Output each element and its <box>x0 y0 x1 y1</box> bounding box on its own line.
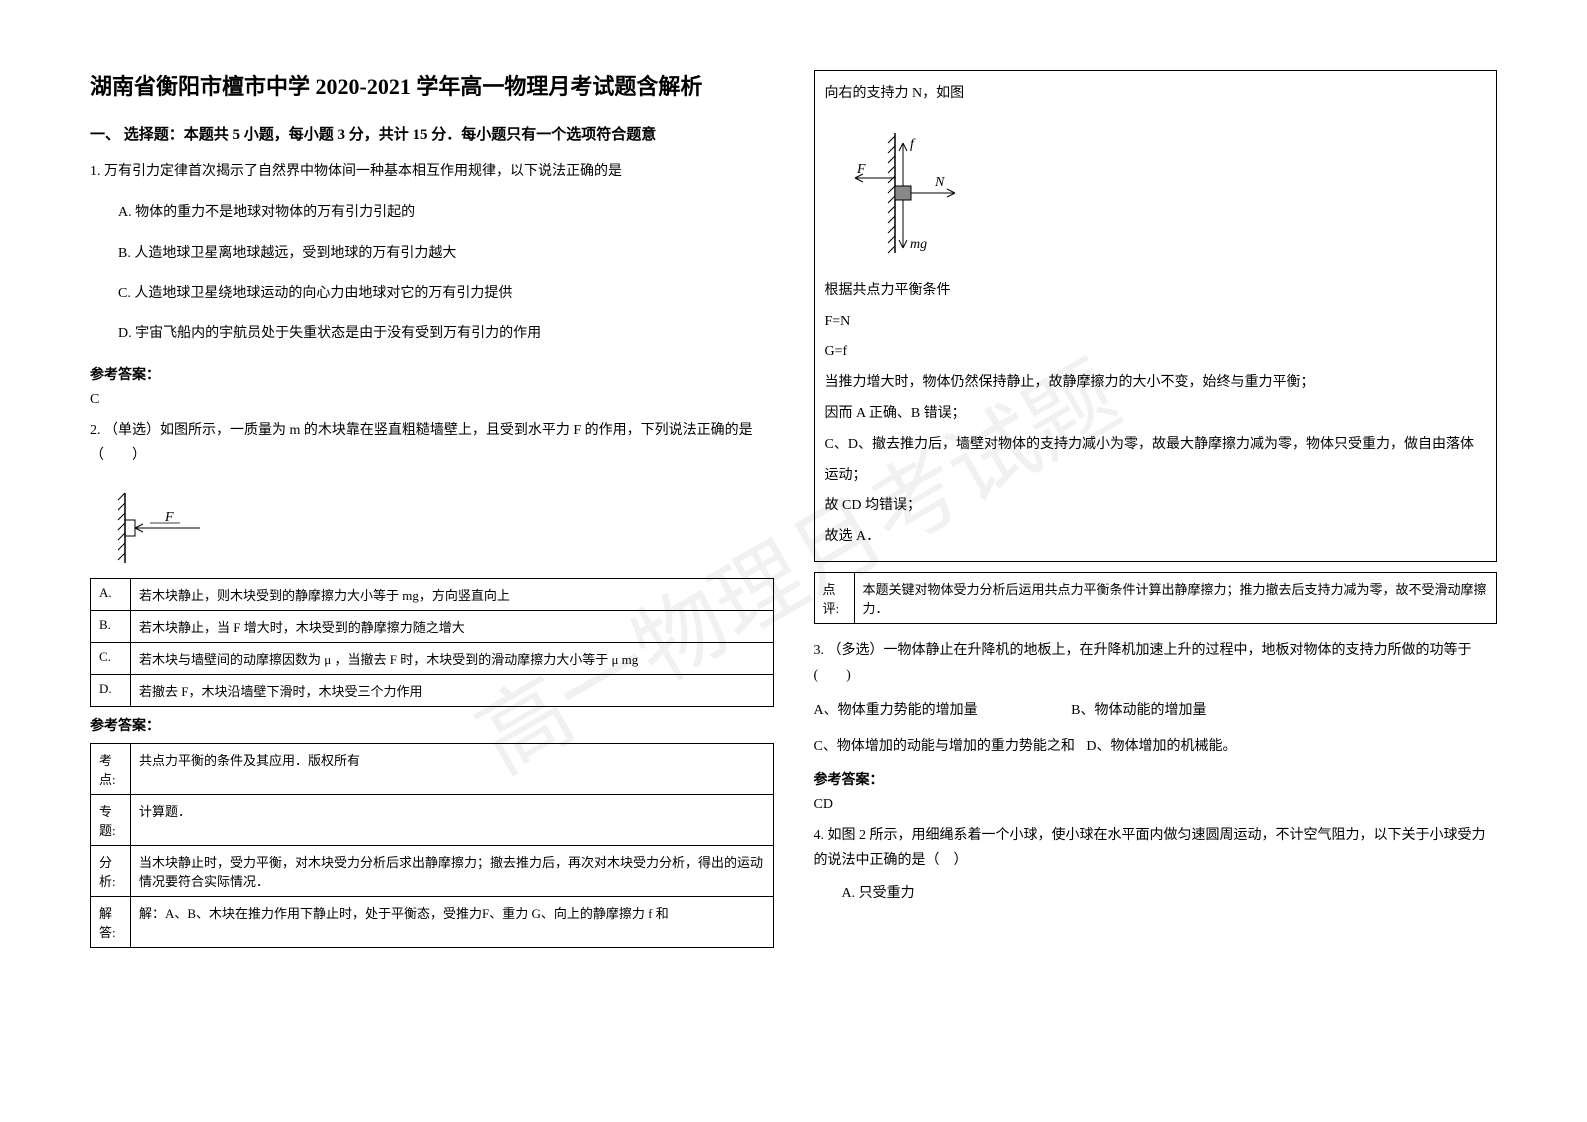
solution-label: 考点: <box>91 744 131 795</box>
q1-option-d: D. 宇宙飞船内的宇航员处于失重状态是由于没有受到万有引力的作用 <box>118 323 774 345</box>
solution-text: 计算题． <box>131 795 774 846</box>
fbd-mg-label: mg <box>910 237 927 252</box>
solution-line: 因而 A 正确、B 错误； <box>825 399 1487 430</box>
q3-option-b: B、物体动能的增加量 <box>1071 703 1206 718</box>
table-row: B. 若木块静止，当 F 增大时，木块受到的静摩擦力随之增大 <box>91 611 774 643</box>
left-column: 湖南省衡阳市檀市中学 2020-2021 学年高一物理月考试题含解析 一、 选择… <box>90 70 774 1052</box>
q3-options-row1: A、物体重力势能的增加量 B、物体动能的增加量 <box>814 698 1498 723</box>
right-column: 向右的支持力 N，如图 f F <box>814 70 1498 1052</box>
q3-text: 3. （多选）一物体静止在升降机的地板上，在升降机加速上升的过程中，地板对物体的… <box>814 638 1498 688</box>
solution-line: C、D、撤去推力后，墙壁对物体的支持力减小为零，故最大静摩擦力减为零，物体只受重… <box>825 430 1487 492</box>
q1-text: 1. 万有引力定律首次揭示了自然界中物体间一种基本相互作用规律，以下说法正确的是 <box>90 159 774 184</box>
table-row: 点评: 本题关键对物体受力分析后运用共点力平衡条件计算出静摩擦力；推力撤去后支持… <box>814 572 1497 623</box>
solution-line: 根据共点力平衡条件 <box>825 276 1487 307</box>
solution-box: 向右的支持力 N，如图 f F <box>814 70 1498 562</box>
comment-label: 点评: <box>814 572 854 623</box>
solution-line: 故选 A． <box>825 522 1487 553</box>
q2-solution-table: 考点: 共点力平衡的条件及其应用．版权所有 专题: 计算题． 分析: 当木块静止… <box>90 743 774 948</box>
option-text: 若木块与墙壁间的动摩擦因数为 μ ，当撤去 F 时，木块受到的滑动摩擦力大小等于… <box>131 643 774 675</box>
q4-option-a: A. 只受重力 <box>842 883 1498 905</box>
comment-text: 本题关键对物体受力分析后运用共点力平衡条件计算出静摩擦力；推力撤去后支持力减为零… <box>854 572 1497 623</box>
option-text: 若木块静止，则木块受到的静摩擦力大小等于 mg，方向竖直向上 <box>131 579 774 611</box>
table-row: 分析: 当木块静止时，受力平衡，对木块受力分析后求出静摩擦力；撤去推力后，再次对… <box>91 846 774 897</box>
table-row: A. 若木块静止，则木块受到的静摩擦力大小等于 mg，方向竖直向上 <box>91 579 774 611</box>
solution-line: 向右的支持力 N，如图 <box>825 79 1487 110</box>
solution-text: 解：A、B、木块在推力作用下静止时，处于平衡态，受推力F、重力 G、向上的静摩擦… <box>131 897 774 948</box>
wall-block-diagram: F <box>110 488 230 568</box>
solution-line: 故 CD 均错误； <box>825 491 1487 522</box>
option-label: D. <box>91 675 131 707</box>
q2-text: 2. （单选）如图所示，一质量为 m 的木块靠在竖直粗糙墙壁上，且受到水平力 F… <box>90 418 774 468</box>
fbd-N-label: N <box>934 175 945 190</box>
q3-answer-label: 参考答案： <box>814 769 1498 789</box>
q1-option-a: A. 物体的重力不是地球对物体的万有引力引起的 <box>118 202 774 224</box>
fbd-f-label: f <box>910 137 916 152</box>
free-body-diagram: f F N mg <box>835 118 995 268</box>
option-label: B. <box>91 611 131 643</box>
q3-answer: CD <box>814 797 1498 813</box>
option-text: 若撤去 F，木块沿墙壁下滑时，木块受三个力作用 <box>131 675 774 707</box>
solution-text: 当木块静止时，受力平衡，对木块受力分析后求出静摩擦力；撤去推力后，再次对木块受力… <box>131 846 774 897</box>
solution-line: G=f <box>825 337 1487 368</box>
q2-diagram: F <box>110 488 774 568</box>
q4-text: 4. 如图 2 所示，用细绳系着一个小球，使小球在水平面内做匀速圆周运动，不计空… <box>814 823 1498 873</box>
solution-line: F=N <box>825 307 1487 338</box>
q2-options-table: A. 若木块静止，则木块受到的静摩擦力大小等于 mg，方向竖直向上 B. 若木块… <box>90 578 774 707</box>
document-title: 湖南省衡阳市檀市中学 2020-2021 学年高一物理月考试题含解析 <box>90 70 774 103</box>
q1-answer-label: 参考答案： <box>90 364 774 384</box>
table-row: C. 若木块与墙壁间的动摩擦因数为 μ ，当撤去 F 时，木块受到的滑动摩擦力大… <box>91 643 774 675</box>
q3-options-row2: C、物体增加的动能与增加的重力势能之和 D、物体增加的机械能。 <box>814 734 1498 759</box>
solution-text: 共点力平衡的条件及其应用．版权所有 <box>131 744 774 795</box>
fbd-F-label: F <box>856 162 866 177</box>
table-row: 解答: 解：A、B、木块在推力作用下静止时，处于平衡态，受推力F、重力 G、向上… <box>91 897 774 948</box>
q3-option-a: A、物体重力势能的增加量 <box>814 703 978 718</box>
option-label: A. <box>91 579 131 611</box>
solution-line: 当推力增大时，物体仍然保持静止，故静摩擦力的大小不变，始终与重力平衡； <box>825 368 1487 399</box>
q3-option-c: C、物体增加的动能与增加的重力势能之和 <box>814 739 1075 754</box>
table-row: 专题: 计算题． <box>91 795 774 846</box>
option-label: C. <box>91 643 131 675</box>
solution-label: 专题: <box>91 795 131 846</box>
q2-answer-label: 参考答案： <box>90 715 774 735</box>
table-row: 考点: 共点力平衡的条件及其应用．版权所有 <box>91 744 774 795</box>
q1-option-c: C. 人造地球卫星绕地球运动的向心力由地球对它的万有引力提供 <box>118 283 774 305</box>
option-text: 若木块静止，当 F 增大时，木块受到的静摩擦力随之增大 <box>131 611 774 643</box>
q3-option-d: D、物体增加的机械能。 <box>1086 739 1236 754</box>
q1-option-b: B. 人造地球卫星离地球越远，受到地球的万有引力越大 <box>118 243 774 265</box>
section-header: 一、 选择题：本题共 5 小题，每小题 3 分，共计 15 分．每小题只有一个选… <box>90 123 774 144</box>
solution-label: 解答: <box>91 897 131 948</box>
comment-table: 点评: 本题关键对物体受力分析后运用共点力平衡条件计算出静摩擦力；推力撤去后支持… <box>814 572 1498 624</box>
solution-label: 分析: <box>91 846 131 897</box>
q1-answer: C <box>90 392 774 408</box>
table-row: D. 若撤去 F，木块沿墙壁下滑时，木块受三个力作用 <box>91 675 774 707</box>
